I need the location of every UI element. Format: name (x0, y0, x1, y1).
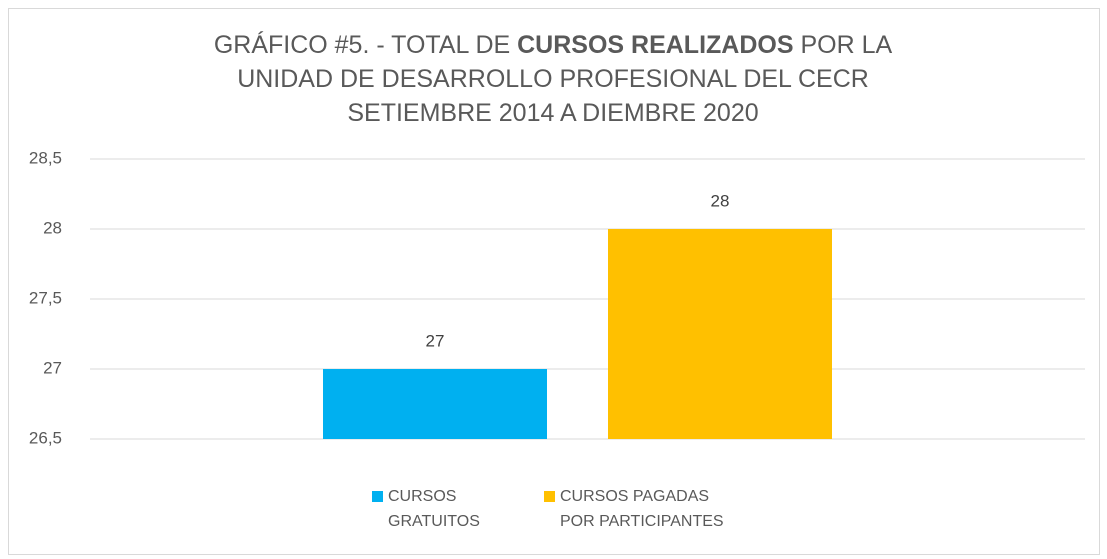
chart-frame (8, 8, 1100, 555)
title-part: CURSOS REALIZADOS (517, 31, 793, 59)
legend-item: CURSOS PAGADAS POR PARTICIPANTES (544, 484, 734, 534)
legend-label: CURSOS GRATUITOS (388, 488, 480, 530)
title-part: UNIDAD DE DESARROLLO PROFESIONAL DEL CEC… (237, 65, 869, 93)
chart-title: UNIDAD DE DESARROLLO PROFESIONAL DEL CEC… (237, 65, 869, 93)
chart-title: SETIEMBRE 2014 A DIEMBRE 2020 (347, 99, 758, 127)
title-part: SETIEMBRE 2014 A DIEMBRE 2020 (347, 99, 758, 127)
title-part: GRÁFICO #5. - TOTAL DE (214, 30, 517, 59)
data-label: 28 (711, 191, 730, 210)
chart-title: GRÁFICO #5. - TOTAL DE CURSOS REALIZADOS… (214, 30, 893, 59)
y-tick-label: 26,5 (29, 428, 62, 447)
bar (608, 229, 832, 439)
y-tick-label: 27,5 (29, 288, 62, 307)
legend-item: CURSOS GRATUITOS (372, 484, 492, 534)
y-tick-label: 27 (43, 358, 62, 377)
bar (323, 369, 547, 439)
y-tick-label: 28,5 (29, 148, 62, 167)
title-part: POR LA (794, 31, 893, 59)
data-label: 27 (426, 331, 445, 350)
legend-swatch (372, 491, 383, 502)
legend-label: CURSOS PAGADAS POR PARTICIPANTES (560, 488, 724, 530)
legend-swatch (544, 491, 555, 502)
y-tick-label: 28 (43, 218, 62, 237)
